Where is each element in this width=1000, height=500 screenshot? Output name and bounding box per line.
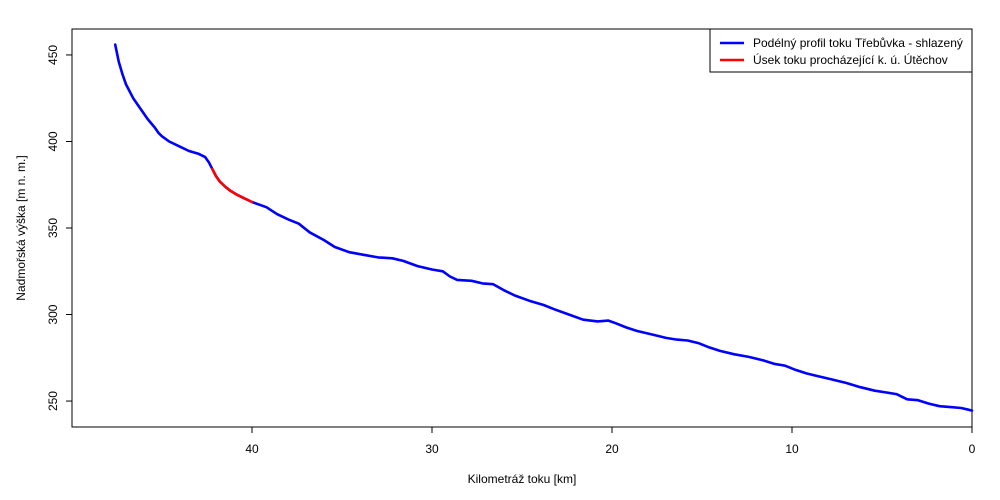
- x-tick-label: 40: [245, 442, 259, 456]
- legend: Podélný profil toku Třebůvka - shlazený Ú…: [709, 28, 973, 73]
- series-line-segment: [211, 167, 254, 204]
- y-tick-label: 300: [46, 304, 60, 324]
- x-tick-label: 10: [785, 442, 799, 456]
- y-tick-label: 450: [46, 45, 60, 65]
- y-axis: 250 300 350 400 450: [46, 45, 72, 411]
- x-tick-label: 30: [425, 442, 439, 456]
- legend-label: Úsek toku procházející k. ú. Útěchov: [753, 52, 948, 67]
- x-axis: 40 30 20 10 0: [245, 427, 976, 456]
- legend-label: Podélný profil toku Třebůvka - shlazený: [753, 36, 963, 50]
- y-tick-label: 400: [46, 131, 60, 151]
- plot-frame: [71, 28, 973, 428]
- legend-box: [709, 28, 973, 73]
- y-axis-title: Nadmořská výška [m n. m.]: [14, 155, 28, 300]
- x-axis-title: Kilometráž toku [km]: [468, 472, 577, 486]
- x-tick-label: 0: [969, 442, 976, 456]
- series-layer: [113, 43, 974, 412]
- x-tick-label: 20: [605, 442, 619, 456]
- y-tick-label: 250: [46, 391, 60, 411]
- series-line-profile: [113, 43, 974, 412]
- y-tick-label: 350: [46, 218, 60, 238]
